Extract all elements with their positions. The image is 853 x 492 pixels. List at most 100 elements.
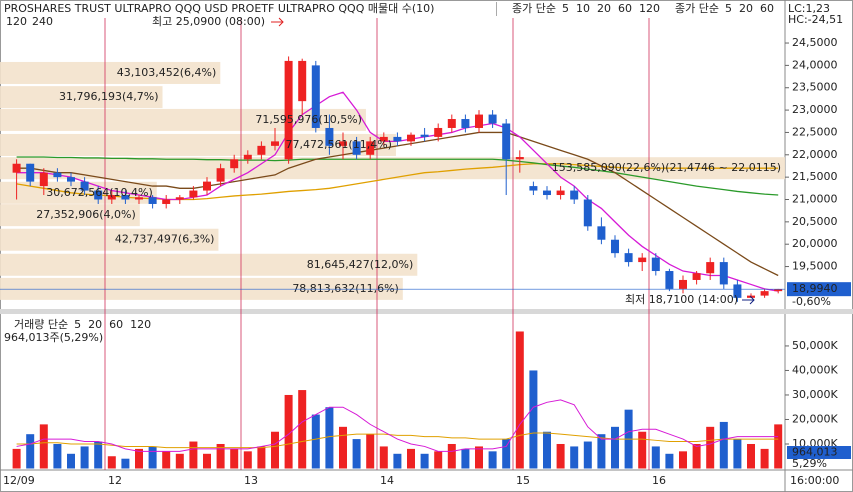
volume-last-pct: 5,29% xyxy=(792,457,827,470)
volume-bar xyxy=(475,446,483,469)
y-tick-label: 19,5000 xyxy=(792,260,838,273)
candle-body xyxy=(94,190,103,200)
candle-body xyxy=(651,257,660,272)
volume-bar xyxy=(393,453,402,469)
volume-bar xyxy=(379,446,388,469)
volume-bar xyxy=(747,443,755,469)
volume-bar xyxy=(420,453,429,469)
volume-bar xyxy=(407,448,415,469)
volume-bar xyxy=(257,446,266,469)
volume-bar xyxy=(774,424,783,469)
candle-body xyxy=(679,279,687,289)
candle-body xyxy=(597,226,606,240)
candle-body xyxy=(366,141,375,155)
volume-info: 964,013주(5,29%) xyxy=(4,331,103,344)
y-tick-label: 30,000K xyxy=(792,388,838,401)
x-tick-label: 13 xyxy=(244,474,258,487)
volume-bar xyxy=(203,453,211,469)
volume-bar xyxy=(284,394,293,469)
corner-label: 240 xyxy=(32,15,53,28)
candle-body xyxy=(189,190,198,198)
x-tick-label: 16 xyxy=(652,474,666,487)
profile-label: 153,585,090(22,6%)(21,4746 ~ 22,0115) xyxy=(552,161,781,174)
legend-item: 10 xyxy=(576,2,590,15)
candle-body xyxy=(80,181,89,191)
y-tick-label: 23,0000 xyxy=(792,103,838,116)
x-tick-label: 12 xyxy=(108,474,122,487)
lc-label: LC:1,23 xyxy=(788,2,830,15)
candle-body xyxy=(243,154,252,160)
candle-body xyxy=(407,134,415,142)
y-tick-label: 22,0000 xyxy=(792,148,838,161)
corner-label: 120 xyxy=(6,15,27,28)
volume-bar xyxy=(339,426,347,469)
candle-body xyxy=(39,172,48,187)
ma-line xyxy=(16,163,779,201)
candle-body xyxy=(583,199,592,227)
y-tick-label: 40,000K xyxy=(792,363,838,376)
y-tick-label: 20,5000 xyxy=(792,215,838,228)
low-arrow xyxy=(742,295,755,305)
y-tick-label: 21,0000 xyxy=(792,192,838,205)
profile-label: 71,595,976(10,5%) xyxy=(255,113,362,126)
legend-item: 60 xyxy=(760,2,774,15)
volume-bar xyxy=(189,441,198,469)
candle-body xyxy=(135,197,143,200)
candle-body xyxy=(760,291,769,296)
volume-bar xyxy=(665,453,674,469)
volume-last-box xyxy=(787,446,851,459)
candle-body xyxy=(298,60,307,102)
volume-bar xyxy=(271,431,279,469)
volume-bar xyxy=(529,370,538,469)
candle-body xyxy=(352,141,361,155)
legend-item: 20 xyxy=(597,2,611,15)
y-tick-label: 23,5000 xyxy=(792,81,838,94)
y-tick-label: 50,000K xyxy=(792,339,838,352)
candle-body xyxy=(733,284,742,298)
volume-bar xyxy=(366,434,375,469)
volume-bar xyxy=(434,451,443,469)
candle-body xyxy=(339,141,347,146)
y-tick-label: 24,0000 xyxy=(792,58,838,71)
ma-line xyxy=(16,131,779,277)
volume-bar xyxy=(583,441,592,469)
volume-bar xyxy=(298,390,307,469)
volume-bar xyxy=(175,453,184,469)
high-arrow xyxy=(271,17,284,27)
volume-bar xyxy=(39,424,48,469)
volume-bar xyxy=(80,446,89,469)
profile-bar xyxy=(0,133,396,156)
volume-legend-prefix: 거래량 단순 xyxy=(14,318,68,331)
title-sep xyxy=(496,2,497,16)
profile-bar xyxy=(0,157,785,180)
volume-bar xyxy=(611,426,619,469)
volume-bar xyxy=(597,434,606,469)
low-annotation: 최저 18,7100 (14:00) xyxy=(625,293,738,306)
candle-body xyxy=(624,253,633,263)
volume-bar xyxy=(488,451,497,469)
profile-label: 42,737,497(6,3%) xyxy=(115,233,215,246)
volume-bar xyxy=(638,431,647,469)
candle-body xyxy=(203,181,211,191)
y-tick-label: 20,0000 xyxy=(792,237,838,250)
volume-bar xyxy=(719,421,728,469)
candle-body xyxy=(556,190,565,196)
volume-bar xyxy=(216,443,225,469)
candle-body xyxy=(67,177,75,182)
ma-line xyxy=(16,432,779,449)
volume-bar xyxy=(94,441,103,469)
volume-bar xyxy=(651,446,660,469)
volume-legend-item: 60 xyxy=(109,318,123,331)
profile-bar xyxy=(0,61,221,84)
volume-bar xyxy=(706,426,715,469)
candle-body xyxy=(379,136,388,142)
candle-body xyxy=(107,195,116,200)
profile-bar xyxy=(0,86,163,109)
candle-body xyxy=(529,186,538,191)
volume-bar xyxy=(121,458,130,469)
y-tick-label: 24,5000 xyxy=(792,36,838,49)
candle-body xyxy=(148,197,157,204)
candle-body xyxy=(216,168,225,182)
candle-body xyxy=(774,289,783,292)
volume-bar xyxy=(760,448,769,469)
